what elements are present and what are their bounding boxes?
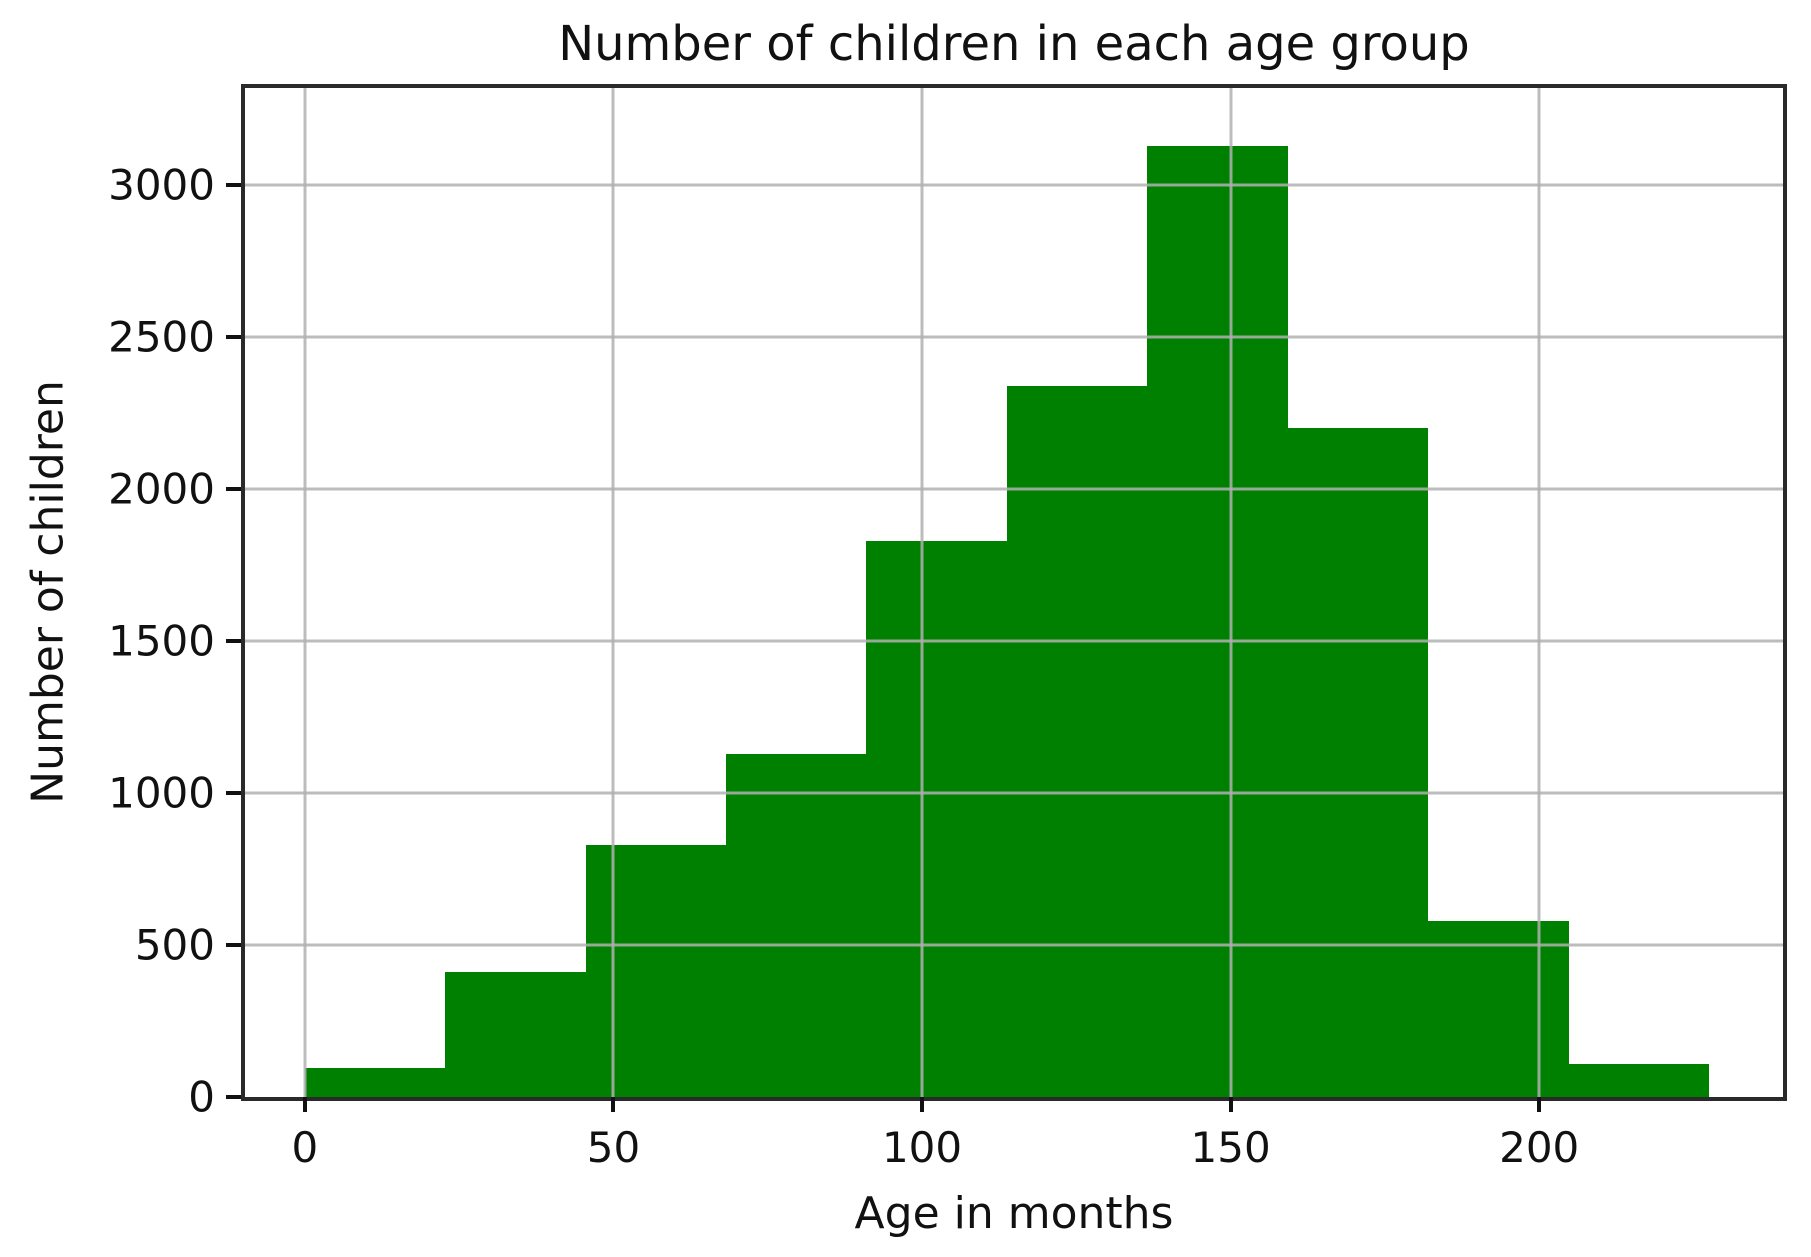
x-axis-label: Age in months bbox=[854, 1188, 1174, 1239]
x-tick-label: 50 bbox=[586, 1123, 641, 1172]
y-tick-label: 0 bbox=[188, 1072, 215, 1122]
histogram-bar bbox=[726, 753, 867, 1097]
x-tick-label: 150 bbox=[1190, 1123, 1271, 1172]
histogram-bar bbox=[304, 1068, 446, 1097]
y-gridline bbox=[245, 487, 1783, 491]
y-tick-mark bbox=[226, 791, 241, 796]
y-gridline bbox=[245, 335, 1783, 339]
histogram-bar bbox=[866, 540, 1007, 1097]
x-gridline bbox=[611, 88, 615, 1097]
x-tick-label: 0 bbox=[291, 1123, 319, 1172]
x-tick-mark bbox=[302, 1097, 307, 1112]
y-tick-label: 2500 bbox=[108, 312, 215, 362]
x-tick-mark bbox=[920, 1097, 925, 1112]
y-tick-label: 1000 bbox=[108, 768, 215, 818]
histogram-bar bbox=[1428, 920, 1569, 1097]
y-gridline bbox=[245, 183, 1783, 187]
y-tick-label: 1500 bbox=[108, 616, 215, 666]
x-gridline bbox=[303, 88, 307, 1097]
y-gridline bbox=[245, 639, 1783, 643]
x-tick-mark bbox=[611, 1097, 616, 1112]
x-gridline bbox=[920, 88, 924, 1097]
x-tick-label: 200 bbox=[1499, 1123, 1580, 1172]
histogram-bar bbox=[585, 844, 727, 1097]
histogram-bar bbox=[445, 972, 586, 1097]
y-tick-mark bbox=[226, 1095, 241, 1099]
x-gridline bbox=[1229, 88, 1233, 1097]
y-tick-label: 500 bbox=[134, 920, 215, 970]
x-tick-label: 100 bbox=[881, 1123, 963, 1172]
y-gridline bbox=[245, 943, 1783, 947]
histogram-bar bbox=[1568, 1063, 1709, 1097]
x-tick-mark bbox=[1537, 1097, 1542, 1112]
histogram-bar bbox=[1147, 145, 1288, 1097]
histogram-bar bbox=[1006, 385, 1148, 1097]
histogram-bar bbox=[1287, 428, 1429, 1097]
y-tick-mark bbox=[226, 335, 241, 340]
y-tick-mark bbox=[226, 943, 241, 948]
y-tick-label: 3000 bbox=[108, 160, 215, 210]
y-tick-label: 2000 bbox=[108, 464, 215, 514]
y-tick-mark bbox=[226, 183, 241, 188]
y-tick-mark bbox=[226, 639, 241, 644]
y-gridline bbox=[245, 791, 1783, 795]
y-tick-mark bbox=[226, 487, 241, 492]
chart-title: Number of children in each age group bbox=[558, 16, 1470, 72]
y-axis-label: Number of children bbox=[22, 380, 74, 804]
x-gridline bbox=[1537, 88, 1541, 1097]
x-tick-mark bbox=[1228, 1097, 1233, 1112]
plot-area: 0 50 100 150 200 0 500 1000 1500 2000 2500 3000 bbox=[108, 84, 1787, 1172]
